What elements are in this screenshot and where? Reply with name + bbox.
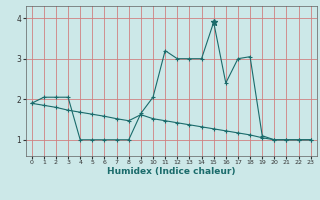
X-axis label: Humidex (Indice chaleur): Humidex (Indice chaleur) [107, 167, 236, 176]
